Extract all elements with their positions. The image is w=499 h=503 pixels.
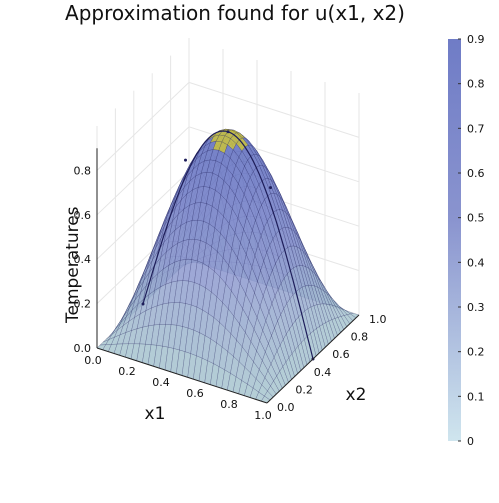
colorbar-tick-label-5: 0.5 <box>467 212 485 225</box>
grid-line-back-4 <box>188 81 360 138</box>
colorbar-tick-label-1: 0.1 <box>467 390 485 403</box>
z-tick-label-2: 0.4 <box>74 253 92 266</box>
z-tick-label-3: 0.6 <box>74 209 92 222</box>
x-axis-label: x1 <box>145 404 166 424</box>
y-tick-label-5: 1.0 <box>369 313 387 326</box>
y-tick-label-1: 0.2 <box>295 383 313 396</box>
x-tick-label-5: 1.0 <box>254 409 272 422</box>
colorbar-tick-label-7: 0.7 <box>467 122 485 135</box>
z-axis-label: Temperatures <box>63 206 83 323</box>
y-tick-label-3: 0.6 <box>332 348 350 361</box>
z-tick-label-1: 0.2 <box>74 298 92 311</box>
grid-line-left-2 <box>96 170 190 260</box>
chart-title: Approximation found for u(x1, x2) <box>65 1 405 25</box>
grid-line-left-3 <box>96 126 190 216</box>
sample-point-3 <box>269 186 272 190</box>
y-axis-label: x2 <box>346 385 367 405</box>
colorbar-tick-label-6: 0.6 <box>467 167 485 180</box>
colorbar-tick-label-4: 0.4 <box>467 256 485 269</box>
sample-point-1 <box>184 158 187 162</box>
colorbar-tick-label-0: 0 <box>467 435 474 448</box>
x-axis-line <box>96 347 268 404</box>
x-tick-label-2: 0.4 <box>152 376 170 389</box>
z-tick-label-0: 0.0 <box>74 342 92 355</box>
y-axis-line <box>266 314 360 404</box>
colorbar-tick-label-2: 0.2 <box>467 346 485 359</box>
colorbar <box>448 39 461 441</box>
colorbar-tick-label-3: 0.3 <box>467 301 485 314</box>
colorbar-tick-label-9: 0.9 <box>467 33 485 46</box>
x-tick-label-0: 0.0 <box>84 354 102 367</box>
y-tick-label-4: 0.8 <box>351 331 369 344</box>
colorbar-tick-label-8: 0.8 <box>467 78 485 91</box>
y-tick-label-0: 0.0 <box>277 401 295 414</box>
x-tick-label-4: 0.8 <box>220 398 238 411</box>
grid-line-left-4 <box>96 82 190 171</box>
z-tick-label-4: 0.8 <box>74 164 92 177</box>
x-tick-label-3: 0.6 <box>186 387 204 400</box>
x-tick-label-1: 0.2 <box>118 365 136 378</box>
sample-point-0 <box>141 302 145 306</box>
y-tick-label-2: 0.4 <box>314 366 332 379</box>
sample-point-2 <box>226 130 230 134</box>
